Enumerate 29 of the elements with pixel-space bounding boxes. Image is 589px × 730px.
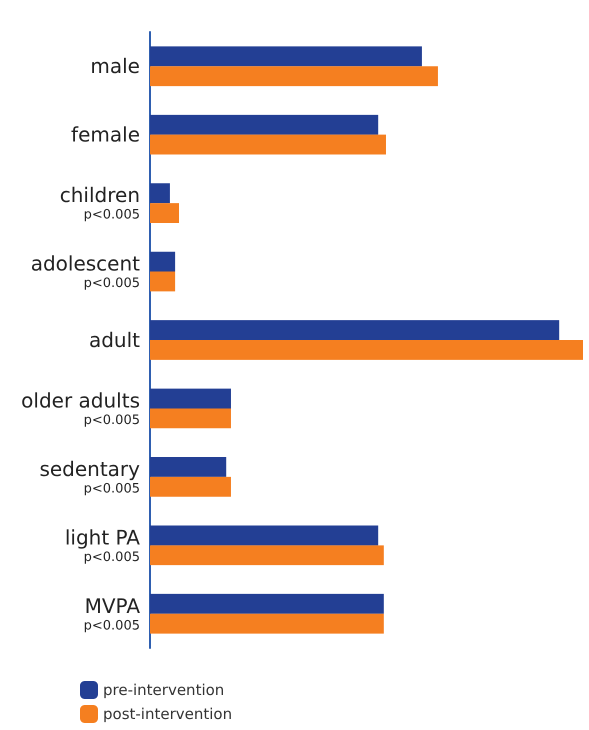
bar — [150, 525, 378, 546]
y-tick-label: adult — [88, 328, 140, 352]
y-tick-label: children p<0.005 — [60, 183, 140, 223]
bar — [150, 134, 386, 155]
y-tick-label: female — [71, 122, 140, 147]
y-tick-label: older adults p<0.005 — [21, 388, 140, 428]
bar — [150, 272, 176, 292]
bar — [150, 252, 176, 272]
bar — [150, 320, 560, 340]
bar — [150, 183, 170, 204]
bar — [150, 476, 231, 497]
bar — [150, 457, 226, 477]
bar — [150, 46, 422, 66]
bar — [150, 408, 231, 428]
bar — [150, 614, 384, 634]
y-tick-label: adolescent p<0.005 — [30, 252, 140, 292]
y-tick-label: light PA p<0.005 — [64, 525, 140, 565]
y-tick-label: sedentary p<0.005 — [39, 456, 140, 496]
legend-label: post-intervention — [103, 705, 232, 723]
bar — [150, 594, 384, 614]
bar — [150, 340, 583, 360]
y-tick-label: male — [90, 54, 140, 78]
bar — [150, 66, 438, 86]
y-tick-label: MVPA p<0.005 — [84, 594, 140, 634]
bar — [150, 203, 180, 223]
bar — [150, 114, 378, 135]
legend-label: pre-intervention — [103, 681, 224, 699]
bar — [150, 545, 384, 566]
bar — [150, 388, 231, 408]
